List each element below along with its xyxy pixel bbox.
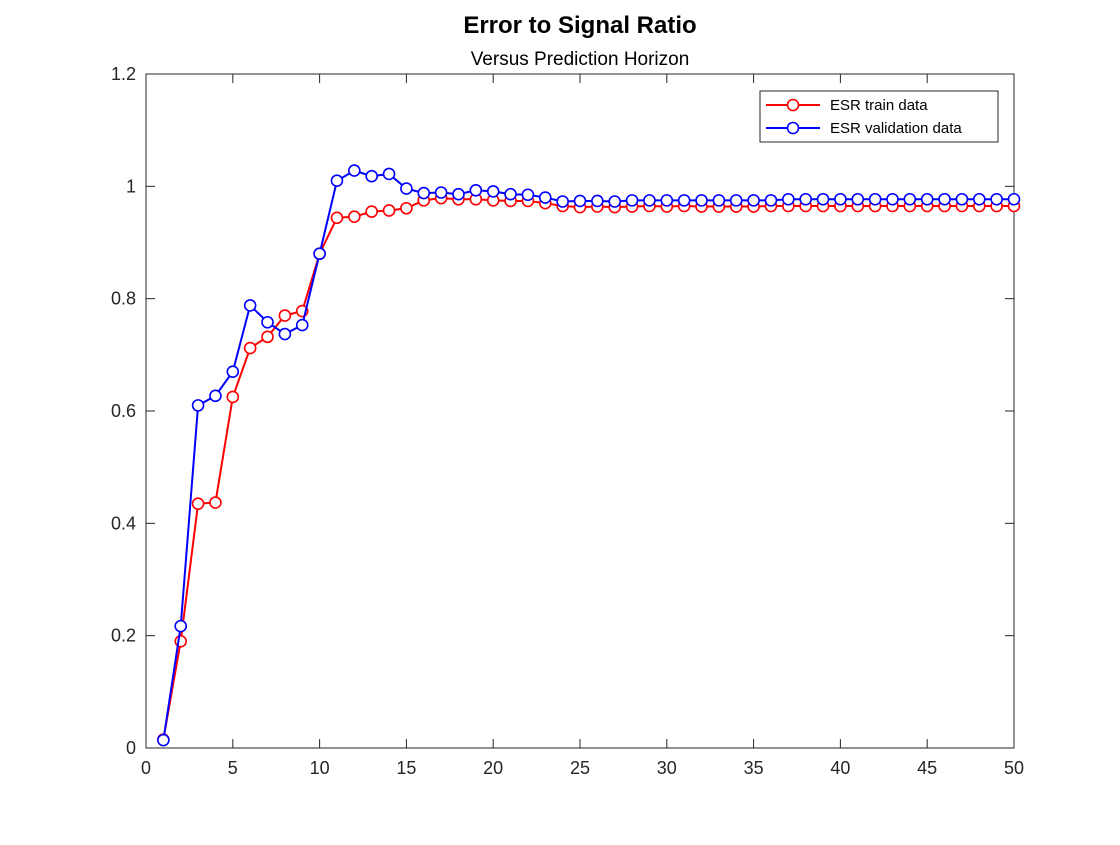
data-point: [209, 496, 222, 509]
x-tick-label: 30: [657, 758, 677, 778]
x-tick-label: 15: [396, 758, 416, 778]
x-tick-label: 45: [917, 758, 937, 778]
data-point: [729, 194, 743, 207]
y-tick-label: 0.8: [111, 289, 136, 309]
x-tick-label: 0: [141, 758, 151, 778]
data-point: [469, 183, 483, 197]
legend-label: ESR validation data: [830, 120, 962, 137]
x-tick-label: 5: [228, 758, 238, 778]
y-tick-label: 0.4: [111, 513, 136, 533]
data-point: [278, 309, 292, 322]
data-point: [348, 164, 361, 177]
y-tick-label: 0.6: [111, 401, 136, 421]
data-point: [365, 169, 378, 183]
data-point: [903, 192, 917, 206]
data-point: [920, 192, 934, 206]
data-point: [209, 389, 222, 403]
x-tick-label: 40: [830, 758, 850, 778]
data-point: [330, 174, 344, 188]
data-point: [348, 210, 361, 223]
data-point: [556, 195, 569, 208]
axes: 0 5 10 15 20 25 30 35 40 45 50 0 0.2 0.4 0.6 0.8 1 1.2: [111, 64, 1024, 778]
data-point: [799, 192, 812, 206]
data-point: [504, 187, 517, 201]
legend: ESR train data ESR validation data: [759, 90, 999, 143]
data-point: [400, 182, 413, 195]
data-point: [712, 194, 726, 207]
y-tick-label: 1.2: [111, 64, 136, 84]
data-point: [226, 365, 240, 378]
data-point: [834, 192, 847, 206]
series-layer: [157, 164, 1021, 747]
data-point: [538, 191, 552, 204]
data-point: [573, 194, 587, 208]
data-point: [1007, 192, 1021, 206]
data-point: [434, 186, 448, 199]
data-point: [938, 192, 951, 206]
x-tick-label: 10: [310, 758, 330, 778]
data-point: [521, 188, 535, 202]
chart-title: Error to Signal Ratio: [463, 12, 696, 39]
legend-box: [759, 90, 999, 143]
data-point: [261, 315, 274, 329]
data-point: [486, 185, 500, 198]
data-point: [677, 194, 691, 207]
data-point: [816, 192, 830, 206]
data-point: [886, 192, 899, 206]
data-point: [955, 192, 969, 206]
data-point: [313, 247, 326, 261]
data-point: [295, 318, 309, 332]
plot-frame: [145, 73, 1015, 749]
chart-subtitle: Versus Prediction Horizon: [471, 49, 690, 70]
data-point: [382, 167, 396, 181]
data-point: [243, 299, 257, 312]
data-point: [157, 733, 170, 747]
series-line: [162, 169, 1014, 741]
data-point: [191, 497, 205, 510]
data-point: [417, 186, 431, 200]
legend-marker: [786, 98, 800, 112]
legend-label: ESR train data: [830, 97, 928, 114]
y-tick-label: 1: [126, 176, 136, 196]
legend-marker: [786, 121, 800, 135]
data-point: [400, 201, 413, 215]
data-point: [330, 211, 344, 225]
x-tick-label: 50: [1004, 758, 1024, 778]
data-point: [174, 619, 188, 633]
x-tick-label: 25: [570, 758, 590, 778]
data-point: [608, 195, 622, 208]
data-point: [278, 327, 292, 341]
data-point: [382, 204, 396, 217]
data-point: [243, 341, 257, 355]
data-point: [365, 205, 378, 218]
data-point: [660, 194, 674, 207]
data-point: [643, 194, 656, 207]
data-point: [851, 192, 865, 206]
y-tick-label: 0: [126, 738, 136, 758]
data-point: [261, 330, 274, 344]
y-tick-label: 0.2: [111, 626, 136, 646]
data-point: [191, 399, 205, 412]
series-1: [157, 191, 1021, 746]
data-point: [990, 192, 1003, 206]
data-point: [764, 194, 778, 207]
data-point: [591, 194, 604, 208]
data-point: [695, 194, 708, 207]
data-point: [747, 194, 760, 207]
series-2: [157, 164, 1021, 747]
x-tick-label: 20: [483, 758, 503, 778]
data-point: [452, 187, 465, 201]
data-point: [226, 390, 240, 404]
data-point: [972, 192, 986, 206]
data-point: [868, 192, 882, 206]
series-line: [162, 197, 1014, 740]
x-tick-label: 35: [744, 758, 764, 778]
data-point: [625, 194, 639, 207]
data-point: [782, 192, 795, 206]
